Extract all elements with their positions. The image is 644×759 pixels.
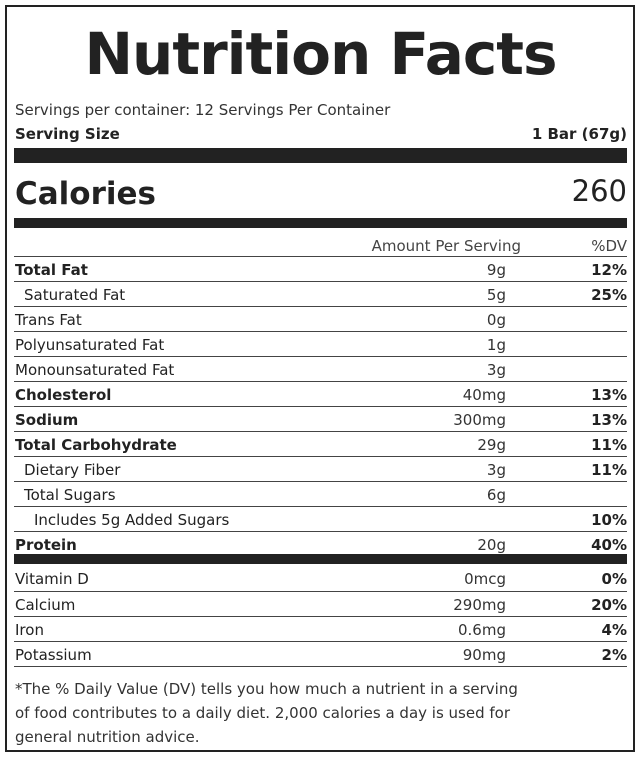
nutrient-name: Protein <box>15 536 77 554</box>
nutrient-dv: 12% <box>591 261 627 279</box>
medium-divider <box>14 218 627 228</box>
vitamin-name: Potassium <box>15 646 92 664</box>
nutrient-row: Monounsaturated Fat 3g <box>14 356 627 381</box>
calories-row: Calories 260 <box>14 170 627 220</box>
vitamin-dv: 0% <box>601 570 627 588</box>
nutrient-dv: 13% <box>591 411 627 429</box>
column-header: Amount Per Serving %DV <box>14 231 627 256</box>
nutrient-amount: 29g <box>477 436 506 454</box>
nutrient-name: Polyunsaturated Fat <box>15 336 165 354</box>
label-title: Nutrition Facts <box>84 20 558 88</box>
nutrient-row: Includes 5g Added Sugars 10% <box>14 506 627 531</box>
vitamin-amount: 0.6mg <box>458 621 506 639</box>
servings-per-container: Servings per container: 12 Servings Per … <box>15 101 391 119</box>
nutrient-name: Monounsaturated Fat <box>15 361 175 379</box>
nutrient-name: Cholesterol <box>15 386 112 404</box>
vitamin-row: Vitamin D 0mcg 0% <box>14 566 627 591</box>
nutrient-dv: 11% <box>591 461 627 479</box>
serving-size-row: Serving Size 1 Bar (67g) <box>14 125 627 145</box>
calories-value: 260 <box>571 174 627 208</box>
nutrient-name: Total Sugars <box>24 486 116 504</box>
nutrient-dv: 25% <box>591 286 627 304</box>
nutrient-row: Sodium 300mg 13% <box>14 406 627 431</box>
medium-divider-vitamins <box>14 554 627 564</box>
nutrient-amount: 0g <box>486 311 506 329</box>
nutrient-name: Sodium <box>15 411 79 429</box>
nutrient-row: Total Carbohydrate 29g 11% <box>14 431 627 456</box>
nutrient-amount: 9g <box>486 261 506 279</box>
nutrient-row: Polyunsaturated Fat 1g <box>14 331 627 356</box>
bottom-divider <box>14 666 627 667</box>
vitamin-dv: 2% <box>601 646 627 664</box>
amount-per-serving-header: Amount Per Serving <box>371 237 521 255</box>
vitamin-name: Iron <box>15 621 44 639</box>
nutrient-row: Total Sugars 6g <box>14 481 627 506</box>
nutrient-row: Total Fat 9g 12% <box>14 256 627 281</box>
nutrient-amount: 3g <box>486 361 506 379</box>
nutrient-amount: 6g <box>486 486 506 504</box>
footnote: *The % Daily Value (DV) tells you how mu… <box>15 680 518 746</box>
nutrient-amount: 3g <box>486 461 506 479</box>
vitamin-row: Potassium 90mg 2% <box>14 641 627 666</box>
nutrient-row: Saturated Fat 5g 25% <box>14 281 627 306</box>
serving-size-value: 1 Bar (67g) <box>531 125 627 143</box>
nutrient-row: Protein 20g 40% <box>14 531 627 556</box>
nutrient-row: Cholesterol 40mg 13% <box>14 381 627 406</box>
nutrient-name: Total Fat <box>15 261 88 279</box>
nutrient-amount: 20g <box>477 536 506 554</box>
nutrient-amount: 40mg <box>462 386 506 404</box>
nutrition-label: Nutrition Facts Servings per container: … <box>5 5 635 752</box>
nutrient-amount: 1g <box>486 336 506 354</box>
vitamin-amount: 90mg <box>462 646 506 664</box>
nutrient-name: Dietary Fiber <box>24 461 121 479</box>
serving-size-label: Serving Size <box>15 125 120 143</box>
vitamin-amount: 0mcg <box>464 570 506 588</box>
vitamin-amount: 290mg <box>453 596 506 614</box>
vitamin-name: Calcium <box>15 596 76 614</box>
nutrient-row: Dietary Fiber 3g 11% <box>14 456 627 481</box>
nutrient-amount: 5g <box>486 286 506 304</box>
nutrient-amount: 300mg <box>453 411 506 429</box>
calories-label: Calories <box>15 176 156 212</box>
dv-header: %DV <box>591 237 627 255</box>
nutrient-dv: 13% <box>591 386 627 404</box>
nutrient-name: Trans Fat <box>15 311 82 329</box>
nutrient-dv: 40% <box>591 536 627 554</box>
nutrient-row: Trans Fat 0g <box>14 306 627 331</box>
thick-divider <box>14 148 627 163</box>
vitamin-row: Iron 0.6mg 4% <box>14 616 627 641</box>
nutrient-dv: 10% <box>591 511 627 529</box>
nutrient-dv: 11% <box>591 436 627 454</box>
nutrient-name: Total Carbohydrate <box>15 436 177 454</box>
vitamin-row: Calcium 290mg 20% <box>14 591 627 616</box>
nutrition-label-content: Nutrition Facts Servings per container: … <box>14 7 627 750</box>
vitamin-name: Vitamin D <box>15 570 89 588</box>
nutrient-name: Saturated Fat <box>24 286 126 304</box>
vitamin-dv: 20% <box>591 596 627 614</box>
vitamin-dv: 4% <box>601 621 627 639</box>
nutrient-name: Includes 5g Added Sugars <box>34 511 230 529</box>
